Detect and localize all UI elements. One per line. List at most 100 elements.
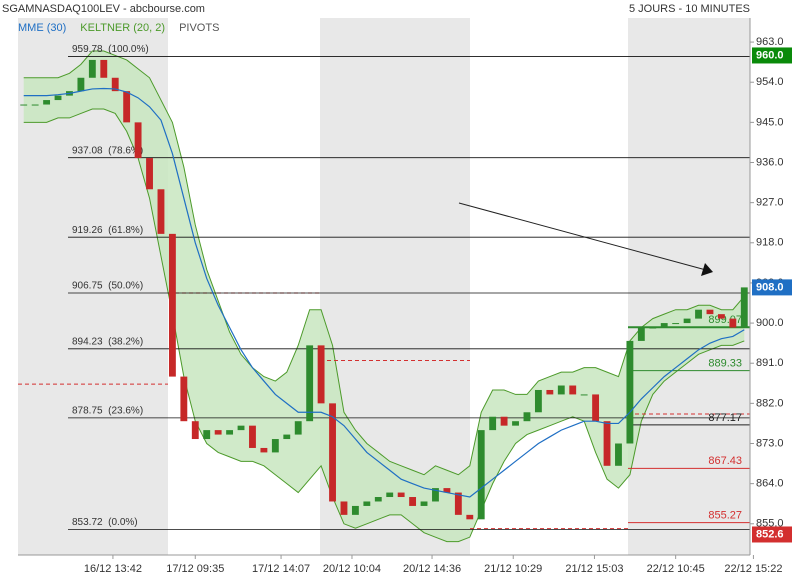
- candle: [317, 345, 325, 404]
- candle: [717, 314, 725, 319]
- candle: [443, 488, 451, 493]
- pivot-label: 855.27: [708, 509, 742, 521]
- y-tick-label: 918.0: [756, 237, 784, 249]
- candle: [420, 501, 428, 506]
- fib-label: 919.26 (61.8%): [72, 225, 143, 236]
- pivot-label: 899.07: [708, 314, 742, 326]
- candle: [260, 447, 268, 453]
- candle: [695, 309, 702, 319]
- candle: [100, 59, 108, 78]
- candle: [237, 425, 245, 431]
- y-tick-label: 900.0: [756, 317, 784, 329]
- x-tick-label: 20/12 10:04: [323, 563, 381, 575]
- y-tick-label: 936.0: [756, 156, 784, 168]
- candle: [168, 233, 176, 377]
- price-badge-label: 960.0: [756, 49, 784, 61]
- candle: [31, 104, 39, 106]
- candle: [512, 421, 519, 426]
- pivot-label: 867.43: [708, 455, 742, 467]
- candle: [557, 385, 565, 395]
- candle: [340, 501, 348, 515]
- chart-title: SGAMNASDAQ100LEV - abcbourse.com: [2, 3, 205, 15]
- x-tick-label: 21/12 15:03: [565, 563, 623, 575]
- candle: [20, 104, 28, 106]
- candle: [637, 327, 645, 341]
- trend-arrow: [458, 202, 707, 271]
- candle: [191, 421, 199, 440]
- candle: [180, 376, 188, 422]
- legend-entry: MME (30): [18, 22, 66, 34]
- y-tick-label: 864.0: [756, 478, 784, 490]
- candle: [249, 425, 256, 448]
- candle: [374, 497, 382, 502]
- candle: [580, 394, 588, 396]
- y-tick-label: 882.0: [756, 397, 784, 409]
- y-tick-label: 963.0: [756, 36, 784, 48]
- candle: [706, 309, 714, 315]
- fib-label: 894.23 (38.2%): [72, 336, 143, 347]
- candle: [214, 430, 222, 435]
- candle: [88, 59, 96, 78]
- chart-subtitle: 5 JOURS - 10 MINUTES: [629, 3, 750, 15]
- candle: [603, 421, 611, 466]
- x-tick-label: 20/12 14:36: [403, 563, 461, 575]
- x-tick-label: 17/12 09:35: [166, 563, 224, 575]
- x-tick-label: 16/12 13:42: [84, 563, 142, 575]
- fib-label: 878.75 (23.6%): [72, 405, 143, 416]
- pivot-label: 889.33: [708, 358, 742, 370]
- fib-label: 853.72 (0.0%): [72, 517, 138, 528]
- keltner-fill: [23, 51, 745, 542]
- candle: [134, 122, 142, 159]
- pivot-label: 877.17: [708, 412, 742, 424]
- candle: [157, 189, 165, 234]
- candle: [294, 421, 302, 435]
- candle: [649, 327, 657, 329]
- arrow-head: [701, 263, 713, 276]
- candle: [489, 416, 497, 431]
- candle: [77, 77, 85, 92]
- candle: [283, 434, 291, 440]
- candle: [500, 416, 508, 426]
- x-tick-label: 17/12 14:07: [252, 563, 310, 575]
- candle: [432, 488, 439, 502]
- candle: [43, 100, 51, 105]
- fib-label: 906.75 (50.0%): [72, 281, 143, 292]
- candle: [386, 492, 394, 498]
- mme-line: [23, 87, 745, 498]
- candle: [351, 505, 359, 515]
- fib-label: 959.78 (100.0%): [72, 44, 149, 55]
- candle: [592, 394, 600, 422]
- candle: [146, 158, 153, 190]
- keltner-upper: [23, 50, 745, 476]
- legend-entry: KELTNER (20, 2): [80, 22, 165, 34]
- candle: [397, 492, 405, 498]
- candle: [534, 389, 542, 413]
- y-tick-label: 891.0: [756, 357, 784, 369]
- candle: [329, 403, 336, 502]
- candle: [271, 439, 279, 453]
- candle: [569, 385, 577, 395]
- candle: [477, 430, 485, 520]
- x-tick-label: 22/12 10:45: [647, 563, 705, 575]
- candle: [729, 318, 737, 328]
- candle: [454, 492, 462, 515]
- candle: [660, 323, 668, 328]
- y-tick-label: 873.0: [756, 437, 784, 449]
- candle: [672, 323, 680, 325]
- y-tick-label: 927.0: [756, 197, 784, 209]
- candle: [54, 95, 62, 101]
- candle: [409, 497, 417, 506]
- keltner-lower: [23, 108, 745, 543]
- price-badge: [752, 279, 792, 296]
- price-badge-label: 908.0: [756, 281, 784, 293]
- candle: [306, 345, 314, 422]
- candle: [740, 287, 748, 328]
- price-badge: [752, 47, 792, 64]
- legend-entry: PIVOTS: [179, 22, 219, 34]
- price-badge: [752, 526, 792, 543]
- candle: [683, 318, 691, 324]
- candle: [626, 340, 634, 444]
- y-tick-label: 954.0: [756, 76, 784, 88]
- candle: [523, 412, 531, 422]
